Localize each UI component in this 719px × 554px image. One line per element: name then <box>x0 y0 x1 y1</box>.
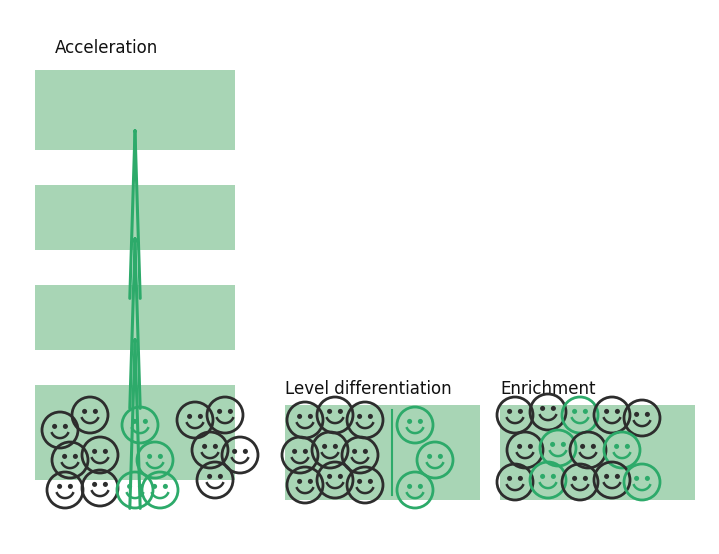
Circle shape <box>158 454 163 459</box>
Circle shape <box>551 474 556 479</box>
Circle shape <box>580 444 585 449</box>
Circle shape <box>93 409 98 414</box>
Circle shape <box>540 406 545 411</box>
Circle shape <box>228 409 233 414</box>
Circle shape <box>407 419 412 424</box>
Circle shape <box>572 409 577 414</box>
Circle shape <box>604 409 609 414</box>
Circle shape <box>368 414 373 419</box>
Circle shape <box>363 449 368 454</box>
Circle shape <box>615 474 620 479</box>
Circle shape <box>73 454 78 459</box>
Circle shape <box>338 409 343 414</box>
Bar <box>35 285 235 350</box>
Circle shape <box>518 409 523 414</box>
Circle shape <box>213 444 218 449</box>
Circle shape <box>572 476 577 481</box>
Circle shape <box>232 449 237 454</box>
Circle shape <box>550 442 555 447</box>
Circle shape <box>187 414 192 419</box>
Circle shape <box>138 484 143 489</box>
Circle shape <box>540 474 545 479</box>
Circle shape <box>615 409 620 414</box>
Circle shape <box>338 474 343 479</box>
Circle shape <box>583 409 588 414</box>
Circle shape <box>418 484 423 489</box>
Circle shape <box>518 476 523 481</box>
Circle shape <box>418 419 423 424</box>
Circle shape <box>163 484 168 489</box>
Circle shape <box>645 476 650 481</box>
Bar <box>500 405 695 500</box>
Circle shape <box>583 476 588 481</box>
Circle shape <box>645 412 650 417</box>
Circle shape <box>92 482 97 487</box>
Circle shape <box>634 476 639 481</box>
Circle shape <box>57 484 62 489</box>
Circle shape <box>103 449 108 454</box>
Circle shape <box>528 444 533 449</box>
Circle shape <box>303 449 308 454</box>
Circle shape <box>152 484 157 489</box>
Circle shape <box>333 444 338 449</box>
Circle shape <box>103 482 108 487</box>
Circle shape <box>243 449 248 454</box>
Circle shape <box>82 409 87 414</box>
Circle shape <box>327 474 332 479</box>
Circle shape <box>132 419 137 424</box>
Circle shape <box>198 414 203 419</box>
Circle shape <box>561 442 566 447</box>
Bar <box>35 185 235 250</box>
Text: Enrichment: Enrichment <box>500 380 595 398</box>
Circle shape <box>357 479 362 484</box>
Text: Acceleration: Acceleration <box>55 39 158 57</box>
Circle shape <box>217 409 222 414</box>
Circle shape <box>218 474 223 479</box>
Circle shape <box>292 449 297 454</box>
Circle shape <box>507 476 512 481</box>
Circle shape <box>127 484 132 489</box>
Circle shape <box>202 444 207 449</box>
Circle shape <box>625 444 630 449</box>
Circle shape <box>438 454 443 459</box>
Circle shape <box>634 412 639 417</box>
Circle shape <box>147 454 152 459</box>
Circle shape <box>591 444 596 449</box>
Circle shape <box>517 444 522 449</box>
Circle shape <box>507 409 512 414</box>
Circle shape <box>604 474 609 479</box>
Circle shape <box>614 444 619 449</box>
Circle shape <box>62 454 67 459</box>
Circle shape <box>407 484 412 489</box>
Circle shape <box>427 454 432 459</box>
Circle shape <box>352 449 357 454</box>
Circle shape <box>327 409 332 414</box>
Circle shape <box>297 479 302 484</box>
Bar <box>285 405 480 500</box>
Circle shape <box>92 449 97 454</box>
Circle shape <box>551 406 556 411</box>
Circle shape <box>308 479 313 484</box>
Circle shape <box>143 419 148 424</box>
Circle shape <box>52 424 57 429</box>
Bar <box>35 70 235 150</box>
Circle shape <box>68 484 73 489</box>
Circle shape <box>207 474 212 479</box>
Circle shape <box>63 424 68 429</box>
Circle shape <box>368 479 373 484</box>
Bar <box>35 385 235 480</box>
Circle shape <box>297 414 302 419</box>
Circle shape <box>322 444 327 449</box>
Text: Level differentiation: Level differentiation <box>285 380 452 398</box>
Circle shape <box>357 414 362 419</box>
Circle shape <box>308 414 313 419</box>
